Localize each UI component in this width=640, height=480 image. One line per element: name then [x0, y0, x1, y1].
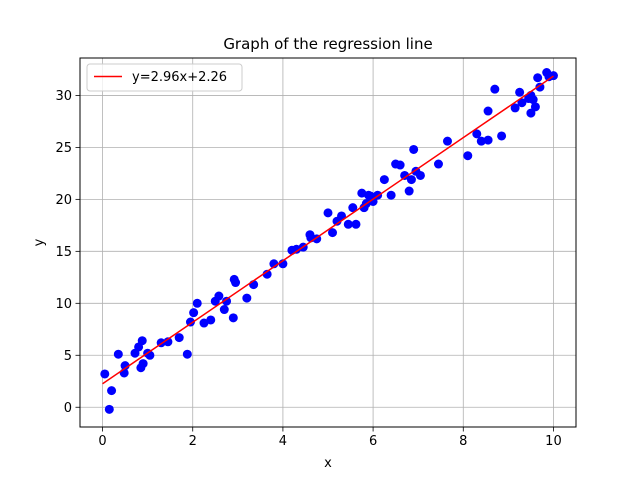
data-point — [113, 349, 123, 359]
axis-ticks: 0 2 4 6 8 10 0 5 10 15 20 25 30 — [55, 89, 561, 449]
data-point — [535, 82, 545, 92]
data-point — [185, 317, 195, 327]
data-point — [510, 103, 520, 113]
data-point — [497, 131, 507, 141]
data-point — [104, 404, 114, 414]
y-tick-label: 20 — [55, 193, 72, 208]
data-point — [214, 291, 224, 301]
data-point — [291, 244, 301, 254]
y-axis-label: y — [32, 238, 47, 246]
legend-box — [86, 63, 243, 92]
data-point — [137, 336, 147, 346]
data-point — [400, 170, 410, 180]
data-point — [219, 305, 229, 315]
y-tick-label: 25 — [55, 141, 72, 156]
data-point — [395, 160, 405, 170]
data-point — [528, 95, 538, 105]
legend: y=2.96x+2.26 — [86, 63, 243, 92]
data-point — [476, 136, 486, 146]
y-tick-label: 0 — [64, 401, 72, 416]
x-tick-label: 6 — [369, 434, 377, 449]
x-tick-label: 10 — [545, 434, 562, 449]
x-tick-label: 2 — [189, 434, 197, 449]
chart-title: Graph of the regression line — [223, 35, 432, 53]
x-tick-label: 8 — [459, 434, 467, 449]
data-point — [328, 228, 338, 238]
data-point — [348, 203, 358, 213]
data-point — [242, 293, 252, 303]
data-point — [530, 102, 540, 112]
data-point — [351, 219, 361, 229]
data-point — [189, 308, 199, 318]
data-point — [515, 87, 525, 97]
data-point — [206, 315, 216, 325]
data-point — [379, 175, 389, 185]
data-point — [404, 186, 414, 196]
data-point — [107, 386, 117, 396]
regression-line-layer — [102, 75, 554, 385]
data-point — [409, 144, 419, 154]
data-point — [517, 98, 527, 108]
data-point — [100, 369, 110, 379]
data-point — [526, 108, 536, 118]
data-point — [199, 318, 209, 328]
data-point — [163, 337, 173, 347]
data-point — [483, 135, 493, 145]
data-point — [433, 159, 443, 169]
data-point — [192, 298, 202, 308]
data-point — [222, 296, 232, 306]
data-point — [483, 106, 493, 116]
x-tick-label: 0 — [98, 434, 106, 449]
grid — [80, 58, 576, 427]
regression-line — [102, 75, 554, 385]
data-point — [337, 211, 347, 221]
data-point — [490, 84, 500, 94]
data-point — [231, 278, 241, 288]
data-point — [357, 188, 367, 198]
data-point — [463, 151, 473, 161]
x-tick-label: 4 — [279, 434, 287, 449]
data-point — [415, 170, 425, 180]
data-point — [472, 129, 482, 139]
data-point — [120, 361, 130, 371]
y-tick-label: 10 — [55, 297, 72, 312]
data-point — [533, 73, 543, 83]
data-point — [182, 349, 192, 359]
data-point — [174, 333, 184, 343]
data-point — [406, 175, 416, 185]
data-point — [228, 313, 238, 323]
data-point — [323, 208, 333, 218]
data-point — [138, 359, 148, 369]
data-point — [343, 219, 353, 229]
data-point — [262, 269, 272, 279]
legend-label: y=2.96x+2.26 — [132, 70, 227, 85]
plot-area-frame — [79, 57, 577, 428]
y-tick-label: 30 — [55, 89, 72, 104]
data-point — [442, 136, 452, 146]
x-axis-label: x — [324, 456, 332, 471]
y-tick-label: 5 — [64, 349, 72, 364]
data-point — [386, 190, 396, 200]
y-tick-label: 15 — [55, 245, 72, 260]
data-point — [368, 196, 378, 206]
